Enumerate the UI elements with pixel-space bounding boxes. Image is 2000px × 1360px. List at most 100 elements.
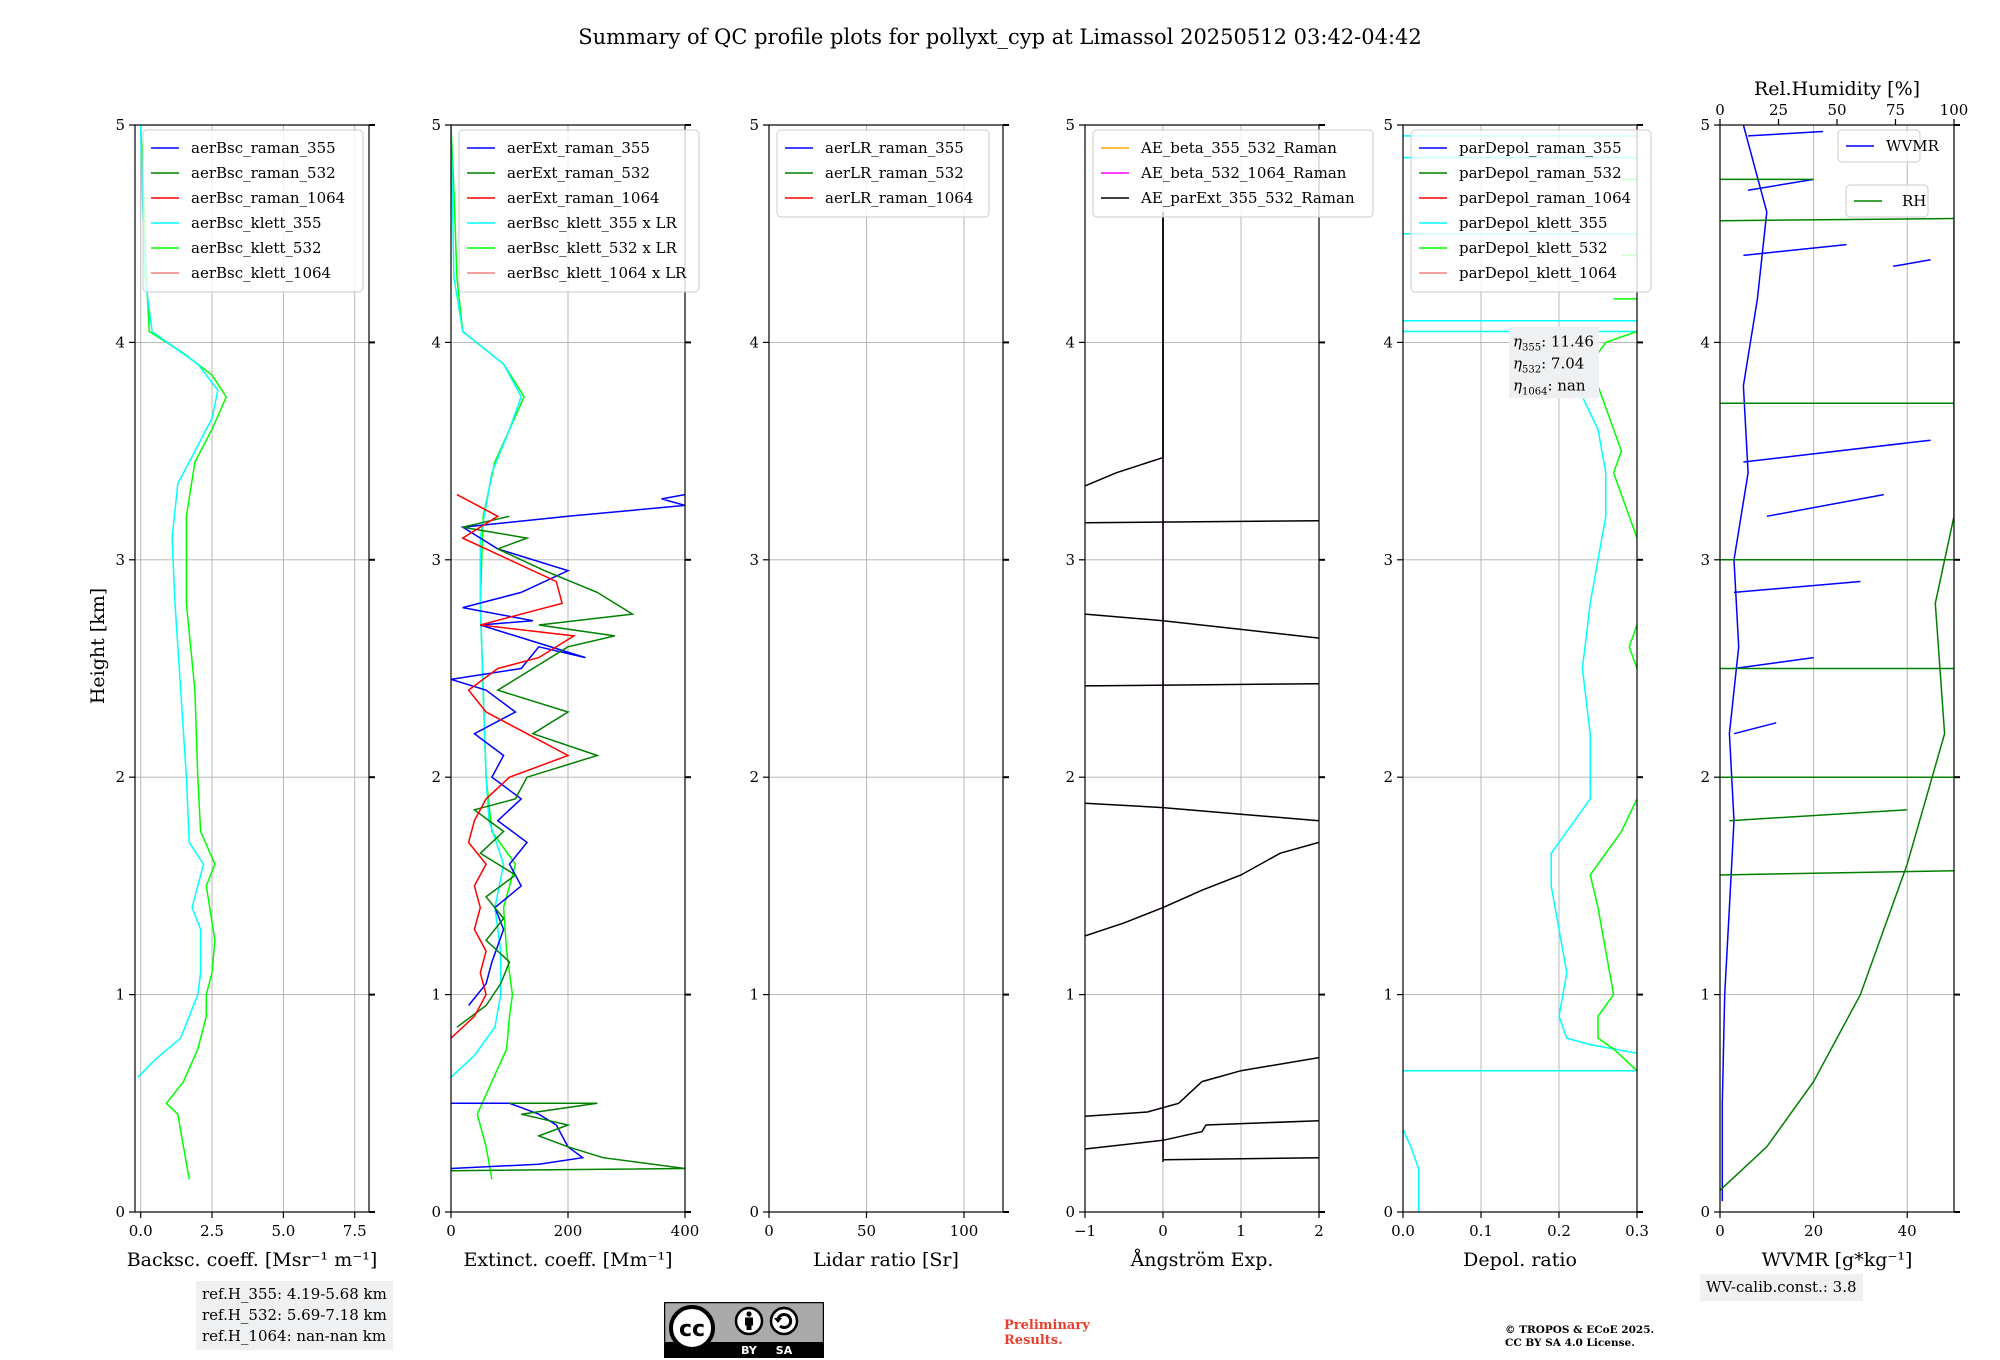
eta-355: η355: 11.46 (1513, 332, 1594, 353)
y-tick-label: 1 (1383, 986, 1393, 1004)
panel-extinction: 0 200 400 0 1 2 3 4 5 Extinct. coeff. [Mm⁻¹] aerEx… (431, 116, 700, 1271)
x-tick-label: 0 (1158, 1222, 1168, 1240)
legend-label: RH (1902, 192, 1926, 210)
legend-box (776, 129, 990, 218)
legend-label: aerBsc_klett_532 x LR (507, 239, 678, 257)
legend-label: aerExt_raman_355 (507, 139, 650, 157)
y-tick-label: 1 (115, 986, 125, 1004)
series-group (451, 125, 685, 1180)
copyright-note: © TROPOS & ECoE 2025. CC BY SA 4.0 Licen… (1505, 1324, 1654, 1350)
x-tick-label: 50 (857, 1222, 876, 1240)
axes-frame (1084, 124, 1320, 1213)
series-RH (1720, 217, 1954, 222)
legend-label: aerBsc_klett_532 (191, 239, 322, 257)
x-axis-label: Lidar ratio [Sr] (813, 1249, 959, 1271)
legend-label: aerBsc_raman_532 (191, 164, 336, 182)
series-WVMR (1747, 178, 1814, 191)
series-group (1720, 125, 1954, 1202)
y-tick-label: 4 (1065, 333, 1075, 351)
cc-symbol: cc (679, 1317, 705, 1342)
wv-calib-const: WV-calib.const.: 3.8 (1706, 1278, 1857, 1296)
y-tick-label: 4 (749, 333, 759, 351)
ref-height-532: ref.H_532: 5.69-7.18 km (202, 1306, 387, 1324)
x-tick-label: 200 (554, 1222, 583, 1240)
x-tick-label: 0 (1715, 1222, 1725, 1240)
legend-label: aerBsc_raman_1064 (191, 189, 345, 207)
sa-label: SA (776, 1344, 793, 1357)
series-group (1403, 135, 1637, 1212)
axes-frame (768, 124, 1004, 1213)
panel-backscatter: 0.0 2.5 5.0 7.5 0 1 2 3 4 5 Backsc. coeff. [Msr⁻¹ … (115, 116, 377, 1271)
x-tick-label: 0 (764, 1222, 774, 1240)
axes-frame (1402, 124, 1638, 1213)
legend-label: parDepol_raman_355 (1459, 139, 1622, 157)
y-tick-label: 0 (1065, 1203, 1075, 1221)
y-tick-label: 3 (1700, 551, 1710, 569)
copyright-line-1: © TROPOS & ECoE 2025. (1505, 1324, 1655, 1336)
legend-label: aerLR_raman_355 (825, 139, 964, 157)
legend-label: aerBsc_klett_355 x LR (507, 214, 678, 232)
x-tick-label: 100 (950, 1222, 979, 1240)
top-x-tick-label: 25 (1769, 101, 1788, 119)
x-axis-label: Ångström Exp. (1130, 1249, 1274, 1271)
wv-calibration-box: WV-calib.const.: 3.8 (1700, 1274, 1863, 1301)
top-x-tick-label: 50 (1827, 101, 1846, 119)
legend-box (458, 129, 700, 293)
series-AE_parExt_355_532_Raman (1085, 519, 1319, 524)
x-tick-label: 0.3 (1625, 1222, 1649, 1240)
y-tick-label: 5 (431, 116, 441, 134)
x-tick-label: 0.0 (129, 1222, 153, 1240)
x-tick-label: 0.0 (1391, 1222, 1415, 1240)
top-x-tick-label: 75 (1886, 101, 1905, 119)
legend-label: aerBsc_raman_355 (191, 139, 336, 157)
x-tick-label: 7.5 (343, 1222, 367, 1240)
y-tick-label: 5 (1383, 116, 1393, 134)
copyright-line-2: CC BY SA 4.0 License. (1505, 1337, 1635, 1349)
series-WVMR (1721, 125, 1768, 1202)
legend-label: parDepol_raman_532 (1459, 164, 1622, 182)
x-axis-label: Extinct. coeff. [Mm⁻¹] (463, 1249, 672, 1271)
series-WVMR (1733, 656, 1814, 670)
series-aerExt_raman_532 (451, 1102, 685, 1172)
series-WVMR (1743, 439, 1931, 463)
x-tick-label: −1 (1074, 1222, 1096, 1240)
legend-box (142, 129, 364, 293)
legend-label: WVMR (1886, 137, 1940, 155)
series-WVMR (1743, 243, 1847, 257)
series-AE_parExt_355_532_Raman (1085, 1056, 1319, 1118)
legend-box (1092, 129, 1374, 218)
legend-box (1845, 184, 1929, 218)
series-AE_parExt_355_532_Raman (1085, 802, 1319, 822)
y-tick-label: 2 (1700, 768, 1710, 786)
legend-box (1837, 129, 1921, 163)
y-tick-label: 3 (431, 551, 441, 569)
series-AE_parExt_355_532_Raman (1085, 1119, 1319, 1150)
panel-water_vapor: 0 20 40 0 1 2 3 4 5 WVMR [g*kg⁻¹] 0 25 50 75 100 Rel.Hu… (1700, 78, 1968, 1271)
y-tick-label: 2 (431, 768, 441, 786)
series-parDepol_klett_355 (1550, 342, 1637, 1055)
series-AE_parExt_355_532_Raman (1085, 212, 1164, 487)
y-tick-label: 3 (1065, 551, 1075, 569)
legend-label: aerLR_raman_1064 (825, 189, 973, 207)
legend-label: aerBsc_klett_1064 x LR (507, 264, 687, 282)
legend-label: aerExt_raman_1064 (507, 189, 660, 207)
y-tick-label: 0 (115, 1203, 125, 1221)
legend-label: aerBsc_klett_1064 (191, 264, 331, 282)
series-AE_parExt_355_532_Raman (1162, 1156, 1319, 1161)
by-label: BY (741, 1344, 758, 1357)
legend-label: parDepol_klett_1064 (1459, 264, 1617, 282)
axes-frame (134, 124, 370, 1213)
y-tick-label: 0 (749, 1203, 759, 1221)
series-AE_parExt_355_532_Raman (1085, 613, 1319, 639)
legend-label: AE_beta_355_532_Raman (1140, 139, 1337, 157)
series-WVMR (1893, 259, 1931, 268)
legend-box (1410, 129, 1652, 293)
figure-title: Summary of QC profile plots for pollyxt_… (578, 25, 1422, 49)
x-axis-label: WVMR [g*kg⁻¹] (1762, 1249, 1913, 1271)
preliminary-results-note: Preliminary Results. (1004, 1318, 1090, 1348)
eta-1064: η1064: nan (1513, 376, 1586, 397)
y-tick-label: 4 (431, 333, 441, 351)
legend-label: AE_beta_532_1064_Raman (1140, 164, 1347, 182)
